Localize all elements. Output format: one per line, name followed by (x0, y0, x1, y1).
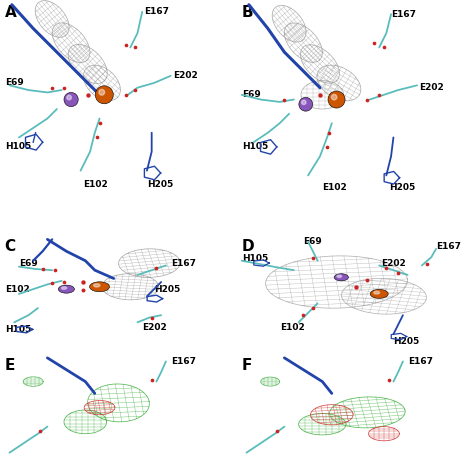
Point (93, 134, 101, 141)
Text: H105: H105 (5, 325, 31, 334)
Point (60, 84, 68, 91)
Point (352, 283, 359, 291)
Text: H205: H205 (393, 337, 419, 346)
Circle shape (64, 92, 78, 107)
Text: H205: H205 (154, 285, 180, 293)
Text: H105: H105 (5, 143, 31, 151)
Text: H205: H205 (389, 183, 415, 191)
Point (122, 91, 129, 99)
Text: E202: E202 (419, 83, 444, 92)
Text: E102: E102 (5, 285, 29, 293)
Point (122, 41, 129, 49)
Point (380, 44, 388, 51)
Point (79, 286, 87, 294)
Circle shape (62, 287, 67, 289)
Text: E167: E167 (145, 8, 170, 16)
Circle shape (334, 274, 348, 281)
Point (84, 91, 91, 99)
Point (148, 314, 155, 321)
Circle shape (328, 91, 345, 108)
Point (309, 304, 317, 312)
Circle shape (90, 282, 109, 292)
Circle shape (337, 275, 342, 277)
Circle shape (370, 289, 388, 299)
Point (131, 86, 139, 94)
Point (39, 265, 46, 273)
Point (375, 91, 383, 99)
Text: E: E (5, 358, 15, 373)
Text: B: B (242, 5, 254, 20)
Text: E167: E167 (408, 357, 433, 366)
Point (309, 255, 317, 262)
Point (423, 261, 430, 268)
Point (36, 428, 44, 435)
Text: F: F (242, 358, 252, 373)
Text: D: D (242, 239, 255, 255)
Point (316, 91, 324, 99)
Text: H205: H205 (147, 181, 173, 189)
Point (281, 96, 288, 103)
Text: E167: E167 (171, 357, 196, 366)
Point (364, 96, 371, 103)
Text: E202: E202 (382, 259, 406, 267)
Text: H105: H105 (242, 254, 268, 263)
Text: E69: E69 (242, 91, 261, 99)
Point (79, 278, 87, 286)
Point (148, 376, 155, 384)
Point (60, 278, 68, 286)
Text: A: A (5, 5, 17, 20)
Circle shape (374, 291, 380, 294)
Text: E102: E102 (280, 323, 304, 331)
Point (48, 84, 56, 91)
Text: H105: H105 (242, 143, 268, 151)
Point (131, 44, 139, 51)
Point (385, 376, 392, 384)
Circle shape (95, 86, 113, 104)
Point (153, 264, 160, 272)
Text: E102: E102 (322, 183, 347, 191)
Text: C: C (5, 239, 16, 255)
Circle shape (67, 95, 72, 100)
Text: E69: E69 (5, 79, 24, 87)
Circle shape (299, 98, 313, 111)
Circle shape (99, 90, 105, 95)
Circle shape (58, 285, 74, 293)
Text: E69: E69 (303, 237, 322, 246)
Text: E167: E167 (436, 242, 461, 251)
Point (300, 311, 307, 319)
Text: E167: E167 (391, 10, 416, 18)
Point (323, 143, 331, 151)
Point (371, 39, 378, 46)
Point (364, 276, 371, 283)
Point (394, 269, 402, 276)
Text: E69: E69 (19, 259, 38, 267)
Text: E202: E202 (173, 72, 198, 80)
Text: E102: E102 (83, 181, 108, 189)
Circle shape (331, 94, 337, 100)
Point (48, 280, 56, 287)
Text: E167: E167 (171, 259, 196, 267)
Text: E202: E202 (142, 323, 167, 331)
Point (96, 119, 103, 127)
Point (383, 264, 390, 272)
Point (51, 266, 58, 274)
Point (326, 129, 333, 137)
Point (273, 428, 281, 435)
Circle shape (93, 284, 100, 287)
Circle shape (301, 100, 306, 105)
